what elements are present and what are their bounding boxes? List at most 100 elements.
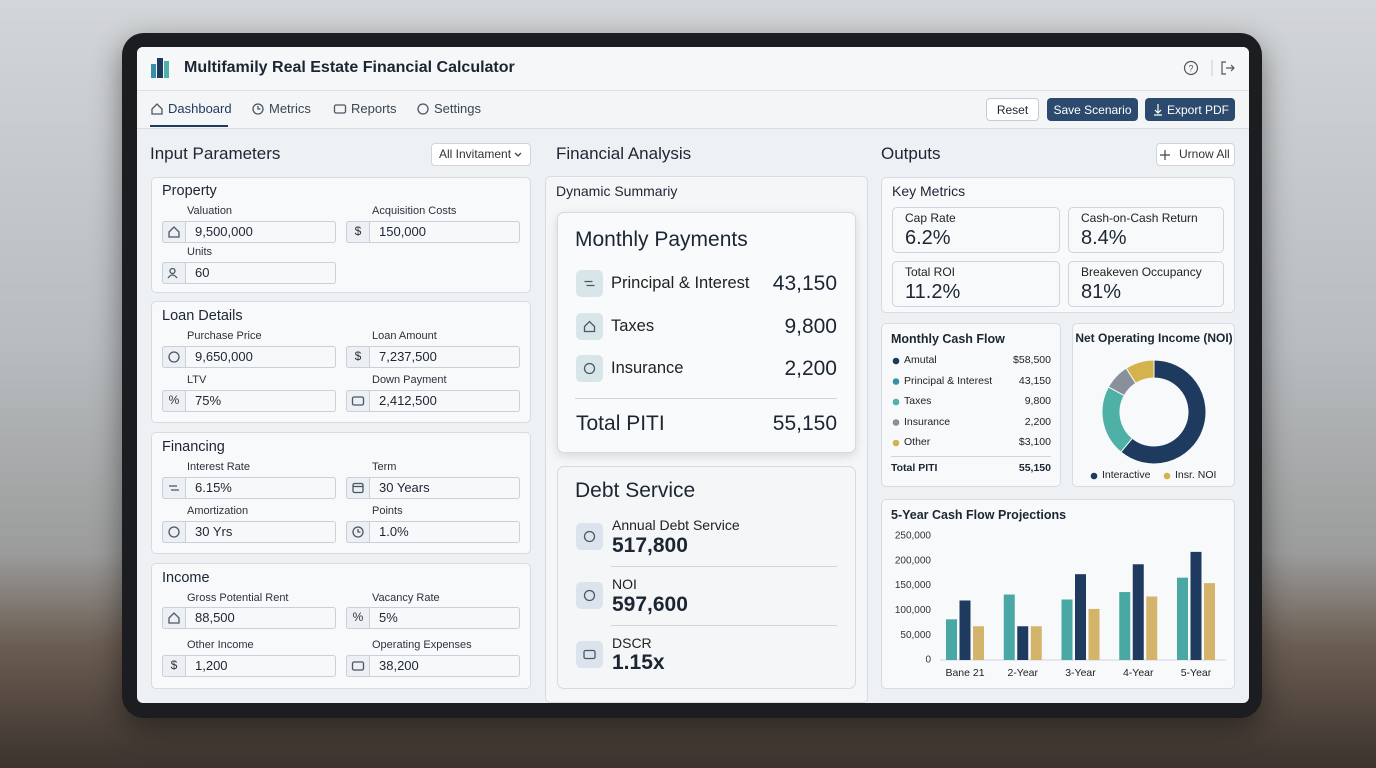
field-label: Units [187, 245, 213, 258]
debt-value: 517,800 [612, 534, 688, 558]
input-prefix [346, 607, 370, 629]
metric-card [1068, 207, 1224, 253]
input-value[interactable]: 88,500 [195, 609, 235, 625]
input-box[interactable] [346, 521, 520, 543]
input-value[interactable]: 60 [195, 264, 210, 280]
input-prefix [162, 346, 186, 368]
input-prefix-text: $ [354, 349, 362, 364]
card-title: Income [162, 569, 210, 586]
input-box[interactable] [162, 655, 336, 677]
tab[interactable]: Settings [434, 100, 481, 116]
metric-value: 81% [1081, 281, 1122, 303]
item-icon [576, 641, 603, 668]
divider [611, 566, 837, 567]
input-box[interactable] [346, 477, 520, 499]
input-value[interactable]: 75% [195, 392, 222, 408]
divider [611, 625, 837, 626]
noi-panel [1072, 323, 1235, 487]
cashflow-label: Principal & Interest [904, 374, 993, 387]
field-label: Amortization [187, 504, 249, 517]
expand-button[interactable] [1156, 143, 1235, 166]
cashflow-label: Other [904, 436, 931, 449]
panel-title: Monthly Cash Flow [891, 331, 1005, 346]
cashflow-panel [881, 323, 1061, 487]
input-box[interactable] [346, 655, 520, 677]
filter-label[interactable]: All Invitament [439, 147, 512, 162]
input-value[interactable]: 2,412,500 [379, 392, 437, 408]
total-label: Total PITI [576, 412, 665, 436]
export-button[interactable]: Export PDF [1145, 98, 1235, 121]
cashflow-value: 43,150 [1018, 374, 1051, 387]
divider [575, 398, 837, 399]
field-label: Down Payment [372, 373, 447, 386]
metric-value: 6.2% [905, 227, 951, 249]
payment-label: Principal & Interest [611, 274, 750, 293]
input-box[interactable] [346, 221, 520, 243]
input-value[interactable]: 38,200 [379, 657, 419, 673]
item-icon [576, 523, 603, 550]
tab[interactable]: Dashboard [168, 100, 232, 116]
section-heading: Financial Analysis [556, 143, 692, 163]
input-value[interactable]: 30 Yrs [195, 523, 233, 539]
input-prefix [162, 607, 186, 629]
input-prefix [162, 221, 186, 243]
input-value[interactable]: 5% [379, 609, 398, 625]
field-label: Interest Rate [187, 460, 250, 473]
debt-value: 1.15x [612, 651, 665, 675]
payment-label: Insurance [611, 359, 684, 378]
payment-value: 9,800 [784, 315, 837, 339]
input-box[interactable] [162, 262, 336, 284]
input-prefix-text: % [352, 610, 364, 625]
save-button[interactable]: Save Scenario [1047, 98, 1138, 121]
panel-title: Net Operating Income (NOI) [1075, 331, 1233, 346]
metric-label: Cap Rate [905, 211, 956, 226]
reset-button[interactable]: Reset [986, 98, 1039, 121]
input-value[interactable]: 7,237,500 [379, 348, 437, 364]
metric-card [1068, 261, 1224, 307]
input-value[interactable]: 30 Years [379, 479, 430, 495]
field-label: Vacancy Rate [372, 591, 440, 604]
input-prefix [162, 521, 186, 543]
input-prefix [346, 221, 370, 243]
field-label: Term [372, 460, 397, 473]
input-value[interactable]: 9,500,000 [195, 223, 253, 239]
input-box[interactable] [162, 390, 336, 412]
header-bar [137, 47, 1249, 91]
legend-label: Interactive [1102, 469, 1151, 482]
input-value[interactable]: 1.0% [379, 523, 409, 539]
tab[interactable]: Metrics [269, 100, 311, 116]
section-heading: Outputs [881, 143, 941, 163]
input-prefix-text: % [168, 393, 180, 408]
cashflow-value: $3,100 [1018, 436, 1051, 449]
payment-value: 43,150 [772, 272, 837, 296]
input-value[interactable]: 1,200 [195, 657, 228, 673]
expand-label[interactable]: Urnow All [1179, 147, 1230, 162]
input-prefix [162, 390, 186, 412]
input-prefix [162, 262, 186, 284]
monthly-card [557, 212, 856, 453]
debt-label: DSCR [612, 634, 652, 651]
filter-dropdown[interactable] [431, 143, 531, 166]
field-label: Purchase Price [187, 329, 262, 342]
cashflow-value: $58,500 [1013, 354, 1051, 367]
cashflow-label: Insurance [904, 415, 951, 428]
tab[interactable]: Reports [351, 100, 397, 116]
input-value[interactable]: 9,650,000 [195, 348, 253, 364]
input-value[interactable]: 150,000 [379, 223, 426, 239]
input-box[interactable] [162, 477, 336, 499]
debt-card [557, 466, 856, 689]
input-value[interactable]: 6.15% [195, 479, 232, 495]
card-title: Financing [162, 438, 225, 455]
cashflow-total-value: 55,150 [1018, 462, 1051, 475]
cashflow-value: 9,800 [1024, 395, 1051, 408]
metric-label: Cash-on-Cash Return [1081, 211, 1198, 226]
field-label: LTV [187, 373, 207, 386]
input-box[interactable] [346, 607, 520, 629]
debt-value: 597,600 [612, 593, 688, 617]
input-box[interactable] [162, 521, 336, 543]
metric-card [892, 207, 1060, 253]
input-box[interactable] [162, 607, 336, 629]
input-prefix-text: $ [170, 658, 178, 673]
panel-title: Key Metrics [892, 182, 966, 199]
